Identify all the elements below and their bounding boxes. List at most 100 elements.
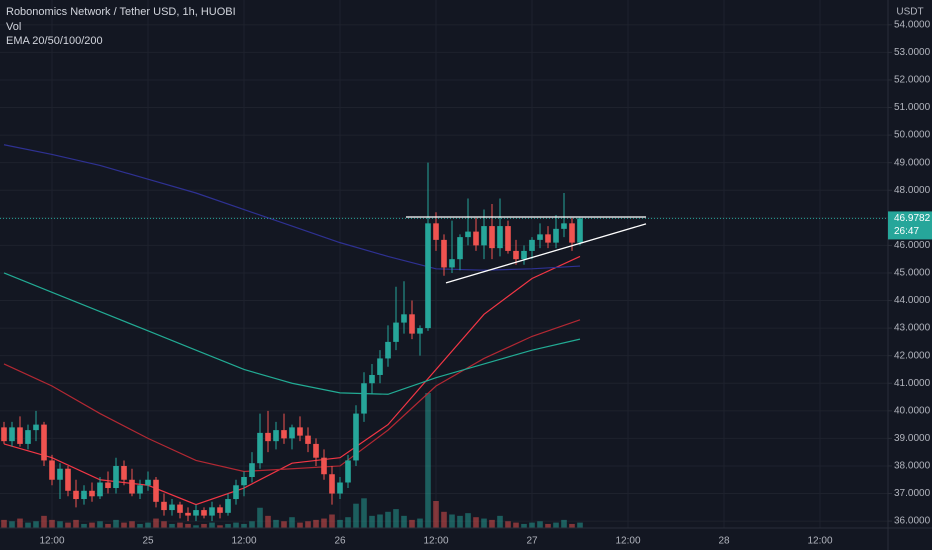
y-tick-label: 36.0000 <box>894 516 931 527</box>
candle-body <box>145 479 151 486</box>
candle-body <box>529 239 535 251</box>
candle-body <box>121 465 127 480</box>
volume-bar <box>49 519 55 528</box>
candle-body <box>433 223 439 240</box>
volume-bar <box>545 523 551 528</box>
candle-body <box>153 479 159 502</box>
candle-body <box>409 314 415 334</box>
volume-bar <box>153 518 159 528</box>
volume-bar <box>289 517 295 528</box>
y-tick-label: 44.0000 <box>894 295 931 306</box>
candle-body <box>217 507 223 513</box>
volume-bar <box>409 519 415 528</box>
volume-bar <box>129 521 135 528</box>
y-tick-label: 54.0000 <box>894 19 931 30</box>
candle-body <box>297 427 303 436</box>
volume-bar <box>281 521 287 528</box>
candle-body <box>257 432 263 464</box>
volume-bar <box>385 511 391 528</box>
volume-label: Vol <box>6 21 21 33</box>
candle-body <box>441 239 447 268</box>
y-tick-label: 49.0000 <box>894 157 931 168</box>
volume-bar <box>553 522 559 528</box>
volume-bar <box>449 514 455 528</box>
candle-body <box>577 218 583 243</box>
volume-bar <box>441 511 447 528</box>
ema-line <box>3 319 581 473</box>
y-tick-label: 45.0000 <box>894 268 931 279</box>
volume-bar <box>169 523 175 528</box>
candle-body <box>129 479 135 494</box>
volume-bar <box>321 518 327 528</box>
candle-body <box>537 234 543 240</box>
volume-bar <box>25 522 31 528</box>
ema-line <box>3 272 581 395</box>
candle-body <box>425 223 431 329</box>
volume-bar <box>561 519 567 528</box>
candle-body <box>57 468 63 480</box>
volume-bar <box>113 519 119 528</box>
chart-title: Robonomics Network / Tether USD, 1h, HUO… <box>6 6 236 18</box>
volume-bar <box>65 522 71 528</box>
candle-body <box>361 383 367 414</box>
volume-bar <box>417 518 423 528</box>
candle-body <box>465 231 471 238</box>
volume-bar <box>137 523 143 528</box>
candle-body <box>417 328 423 334</box>
volume-bar <box>201 523 207 528</box>
y-tick-label: 52.0000 <box>894 75 931 86</box>
candle-body <box>233 485 239 500</box>
volume-bar <box>33 521 39 528</box>
volume-bar <box>233 522 239 528</box>
y-tick-label: 46.0000 <box>894 240 931 251</box>
candle-body <box>457 237 463 260</box>
volume-bar <box>17 518 23 528</box>
candle-body <box>337 482 343 494</box>
volume-bar <box>161 521 167 528</box>
volume-bar <box>401 515 407 528</box>
volume-bar <box>345 517 351 528</box>
candle-body <box>449 259 455 268</box>
volume-bar <box>393 509 399 528</box>
candle-body <box>241 476 247 486</box>
volume-bar <box>121 522 127 528</box>
volume-bar <box>481 518 487 528</box>
candle-body <box>249 463 255 477</box>
volume-bar <box>249 521 255 528</box>
volume-bar <box>145 522 151 528</box>
candle-body <box>345 460 351 483</box>
volume-bar <box>497 515 503 528</box>
candle-body <box>81 490 87 500</box>
x-tick-label: 12:00 <box>423 536 448 547</box>
volume-bar <box>361 498 367 528</box>
volume-bar <box>89 522 95 528</box>
candle-body <box>225 499 231 513</box>
volume-bar <box>513 522 519 528</box>
y-tick-label: 50.0000 <box>894 130 931 141</box>
y-tick-label: 40.0000 <box>894 405 931 416</box>
candle-body <box>497 226 503 249</box>
candle-body <box>97 482 103 497</box>
y-tick-label: 41.0000 <box>894 378 931 389</box>
volume-bar <box>433 501 439 528</box>
volume-bar <box>353 503 359 528</box>
candle-body <box>137 485 143 494</box>
volume-bar <box>209 522 215 528</box>
candle-body <box>545 234 551 243</box>
volume-bar <box>465 513 471 528</box>
candle-body <box>273 430 279 442</box>
candle-body <box>321 457 327 475</box>
candle-body <box>569 223 575 243</box>
volume-bar <box>457 515 463 528</box>
drawings <box>0 216 888 284</box>
volume-bar <box>329 514 335 528</box>
candle-body <box>505 226 511 251</box>
volume-bar <box>505 521 511 528</box>
volume-bar <box>1 519 7 528</box>
volume-bar <box>489 519 495 528</box>
candle-body <box>353 413 359 461</box>
volume-bar <box>9 521 15 528</box>
